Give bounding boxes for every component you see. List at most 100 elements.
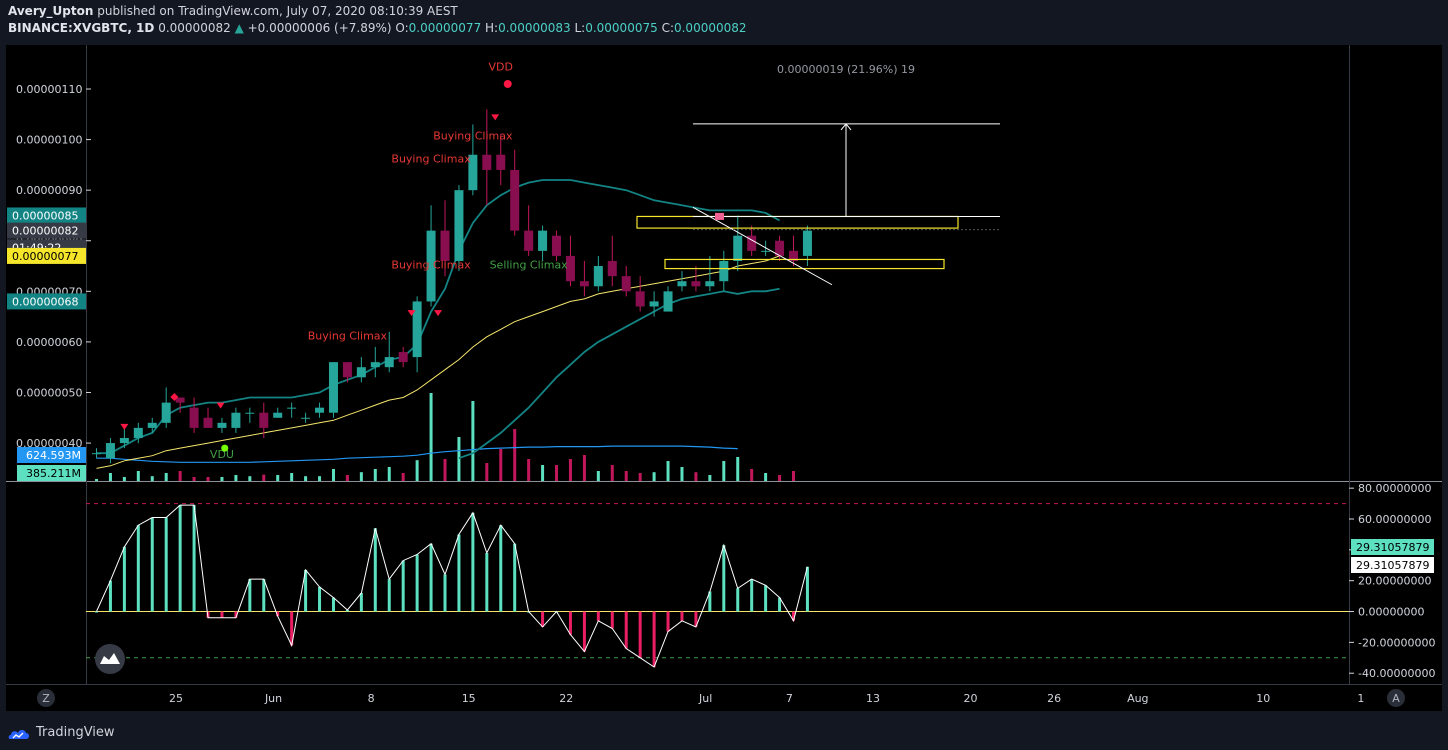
volume-legend-label: 624.593M: [26, 449, 81, 462]
osc-histogram-bar: [471, 512, 475, 612]
osc-histogram-bar: [95, 611, 98, 613]
time-tick-label: Aug: [1127, 692, 1148, 705]
close-label: C:: [661, 21, 674, 35]
osc-histogram-bar: [582, 611, 586, 652]
volume-bar: [318, 476, 322, 481]
volume-bar: [485, 463, 489, 481]
low-label: L:: [574, 21, 586, 35]
author-name[interactable]: Avery_Upton: [8, 4, 94, 18]
volume-bar: [750, 469, 754, 481]
osc-histogram-bar: [304, 569, 308, 612]
osc-histogram-bar: [164, 517, 168, 612]
candle-body: [705, 281, 715, 287]
osc-histogram-bar: [192, 505, 196, 612]
candle-body: [635, 291, 645, 307]
candle-body: [789, 250, 798, 261]
price-tag-label: 0.00000068: [12, 295, 78, 308]
volume-legend-tag: [17, 447, 86, 463]
candle-body: [105, 443, 115, 459]
osc-histogram-bar: [513, 543, 517, 612]
volume-bar: [792, 471, 795, 481]
candle-body: [454, 190, 464, 261]
price-pane[interactable]: [86, 45, 1349, 481]
osc-histogram-bar: [429, 543, 433, 612]
annotations: VDD Buying Climax Buying Climax Buying Clim…: [120, 60, 568, 461]
symbol-label: BINANCE:XVGBTC, 1D: [8, 21, 155, 35]
price-tick-label: 0.00000060: [16, 336, 82, 349]
sell-signal-triangle: [491, 114, 500, 121]
price-tag-label: 0.00000085: [12, 209, 78, 222]
volume-ma-line: [96, 445, 738, 463]
auto-scale-button[interactable]: A: [1387, 689, 1405, 707]
candle-body: [287, 407, 297, 409]
volume-bar: [164, 473, 168, 481]
measure-label: 0.00000019 (21.96%) 19: [777, 63, 915, 76]
candle-body: [649, 301, 659, 307]
osc-histogram-bar: [652, 611, 656, 668]
osc-histogram-bar: [136, 525, 140, 612]
candle-body: [607, 260, 617, 277]
osc-histogram-bar: [220, 611, 224, 618]
candle-body: [245, 412, 255, 414]
time-tick-label: 22: [559, 692, 573, 705]
chart-canvas[interactable]: 0.000001100.000001000.000000900.00000080…: [0, 42, 1448, 716]
price-tag: [7, 293, 86, 310]
high-value: 0.00000083: [498, 21, 571, 35]
chart-header: Avery_Upton published on TradingView.com…: [0, 0, 1448, 42]
candle-body: [677, 281, 687, 287]
osc-histogram-bar: [750, 579, 754, 612]
price-tick-label: 0.00000040: [16, 437, 82, 450]
volume-bar: [499, 449, 503, 481]
tv-badge[interactable]: [95, 644, 125, 674]
volume-bar: [345, 475, 349, 481]
osc-histogram-bar: [387, 579, 391, 612]
volume-bar: [764, 473, 768, 481]
time-tick-label: 10: [1256, 692, 1270, 705]
bollinger-bands: [96, 179, 781, 469]
candle-body: [496, 154, 506, 170]
volume-bar: [359, 472, 363, 481]
volume-bar: [248, 476, 252, 481]
annotation-label: Buying Climax: [308, 329, 388, 342]
candle-body: [747, 235, 757, 251]
price-tag: [7, 247, 86, 264]
annotation-label: Buying Climax: [391, 152, 471, 165]
time-tick-label: 13: [866, 692, 880, 705]
osc-histogram-bar: [318, 586, 322, 612]
vdu-signal-dot: [221, 444, 229, 452]
candle-body: [426, 230, 436, 302]
volume-bar: [136, 471, 140, 481]
osc-legend-tag: [1351, 539, 1434, 555]
volume-bar: [736, 457, 740, 481]
volume-bar: [95, 479, 98, 481]
candle-body: [328, 362, 338, 413]
price-tag: [7, 222, 86, 239]
volume-bar: [555, 465, 559, 481]
oscillator-pane[interactable]: [86, 482, 1349, 684]
candle-body: [482, 154, 492, 170]
volume-bar: [415, 460, 419, 481]
tradingview-cloud-icon: [8, 729, 29, 739]
timezone-button[interactable]: Z: [37, 689, 55, 707]
tradingview-logo[interactable]: TradingView: [8, 725, 115, 740]
price-change: +0.00000006 (+7.89%): [247, 21, 392, 35]
osc-histogram-bar: [610, 611, 614, 629]
candle-body: [92, 453, 101, 455]
volume-bar: [108, 473, 112, 481]
candle-body: [370, 362, 380, 368]
volume-bar: [401, 473, 405, 481]
osc-histogram-bar: [638, 611, 642, 658]
osc-tick-label: 0.00000000: [1358, 606, 1424, 619]
support-zone-box: [664, 258, 945, 270]
osc-histogram-bar: [778, 597, 782, 612]
volume-bar: [471, 401, 475, 481]
time-axis[interactable]: [6, 685, 1442, 711]
candle-body: [273, 412, 283, 418]
drawing-tools[interactable]: 0.00000019 (21.96%) 19: [636, 63, 1000, 286]
footer: TradingView: [0, 716, 1448, 750]
osc-histogram-bar: [150, 517, 154, 612]
price-tick-label: 0.00000050: [16, 386, 82, 399]
candle-body: [133, 427, 143, 439]
osc-histogram-bar: [694, 611, 698, 627]
volume-bar: [624, 471, 628, 481]
